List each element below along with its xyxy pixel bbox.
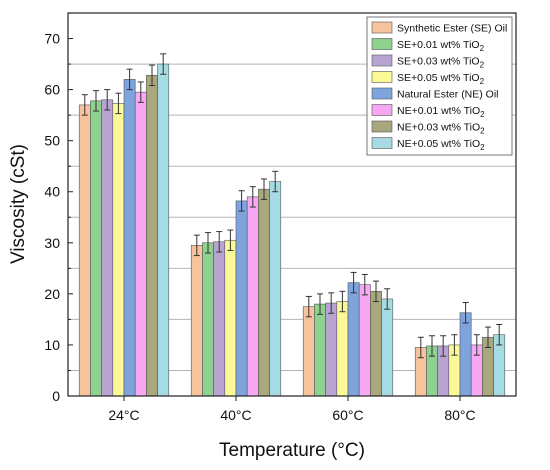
error-bar	[417, 336, 424, 359]
bar	[213, 241, 226, 397]
bar	[202, 242, 214, 397]
bar	[336, 301, 349, 397]
error-bar	[93, 90, 99, 112]
bar	[90, 100, 102, 397]
error-bar	[496, 324, 503, 346]
error-bar	[249, 186, 256, 208]
legend-swatch	[371, 137, 393, 149]
y-tick-label: 60	[44, 82, 60, 98]
error-bar	[440, 335, 447, 357]
legend-box	[366, 16, 513, 156]
error-bar	[126, 68, 133, 91]
error-bar	[361, 273, 368, 296]
x-tick-label: 80°C	[444, 407, 475, 423]
x-axis-title: Temperature (°C)	[219, 440, 365, 461]
y-axis-title: Viscosity (cSt)	[8, 144, 29, 264]
error-bars	[81, 53, 503, 359]
legend-swatch	[371, 71, 393, 83]
error-bar	[462, 302, 469, 324]
bar	[325, 302, 338, 397]
bar	[235, 200, 248, 397]
error-bar	[328, 292, 335, 314]
error-bar	[350, 271, 357, 294]
error-bar	[238, 190, 245, 212]
bar	[381, 298, 394, 397]
bar	[302, 306, 315, 397]
error-bar	[227, 229, 234, 251]
x-tick-label: 24°C	[108, 407, 139, 423]
y-tick-label: 30	[44, 235, 60, 251]
error-bar	[81, 94, 88, 116]
error-bar	[339, 290, 346, 313]
error-bar	[373, 280, 379, 303]
bar	[157, 63, 170, 397]
error-bar	[305, 295, 312, 318]
bar	[459, 312, 472, 397]
bar	[134, 91, 147, 397]
y-tick-label: 20	[44, 286, 60, 302]
bar	[314, 303, 326, 397]
error-bar	[205, 232, 211, 254]
error-bar	[473, 334, 480, 356]
legend-label: Natural Ester (NE) Oil	[397, 89, 499, 101]
bar	[146, 75, 158, 397]
error-bar	[451, 334, 458, 356]
bar	[78, 104, 91, 397]
legend-label: SE+0.01 wt% TiO2	[397, 39, 485, 53]
error-bar	[193, 234, 200, 257]
error-bar	[429, 335, 435, 357]
bar	[246, 196, 259, 397]
bar	[190, 245, 203, 397]
legend-swatch	[371, 54, 393, 67]
legend-swatch	[371, 38, 393, 50]
bar	[269, 181, 282, 397]
x-tick-label: 60°C	[332, 407, 363, 423]
legend-label: NE+0.01 wt% TiO2	[397, 105, 485, 119]
x-axis-ticks: 24°C 40°C 60°C 80°C	[108, 396, 476, 423]
error-bar	[216, 231, 223, 253]
legend-label: NE+0.05 wt% TiO2	[397, 138, 485, 152]
error-bar	[115, 92, 122, 115]
bar	[101, 99, 114, 397]
error-bar	[317, 293, 323, 315]
legend-label: Synthetic Ester (SE) Oil	[397, 23, 507, 35]
bar	[258, 188, 270, 397]
y-tick-label: 40	[44, 184, 60, 200]
error-bar	[485, 326, 491, 348]
y-tick-label: 10	[44, 337, 60, 353]
error-bar	[384, 288, 391, 310]
legend-swatch	[371, 21, 393, 34]
y-tick-label: 50	[44, 133, 60, 149]
error-bar	[272, 170, 279, 193]
bar	[358, 284, 371, 397]
error-bar	[137, 81, 144, 103]
y-tick-label: 70	[44, 31, 60, 47]
bar	[112, 103, 125, 397]
y-tick-label: 0	[52, 388, 60, 404]
bar	[224, 239, 237, 397]
bar	[123, 79, 136, 397]
bar	[347, 282, 360, 397]
error-bar	[104, 89, 111, 111]
legend: Synthetic Ester (SE) Oil SE+0.01 wt% TiO2…	[366, 16, 513, 156]
legend-label: NE+0.03 wt% TiO2	[397, 122, 485, 136]
legend-label: SE+0.03 wt% TiO2	[397, 56, 485, 70]
x-tick-label: 40°C	[220, 407, 251, 423]
error-bar	[261, 178, 267, 200]
error-bar	[160, 53, 167, 75]
legend-swatch	[371, 120, 393, 133]
legend-label: SE+0.05 wt% TiO2	[397, 72, 485, 86]
legend-swatch	[371, 104, 393, 116]
bar	[370, 291, 382, 397]
plot-frame	[67, 12, 517, 397]
y-axis-ticks: 0 10 20 30 40 50 60 70	[44, 31, 73, 404]
legend-swatch	[371, 87, 393, 100]
error-bar	[149, 64, 155, 87]
